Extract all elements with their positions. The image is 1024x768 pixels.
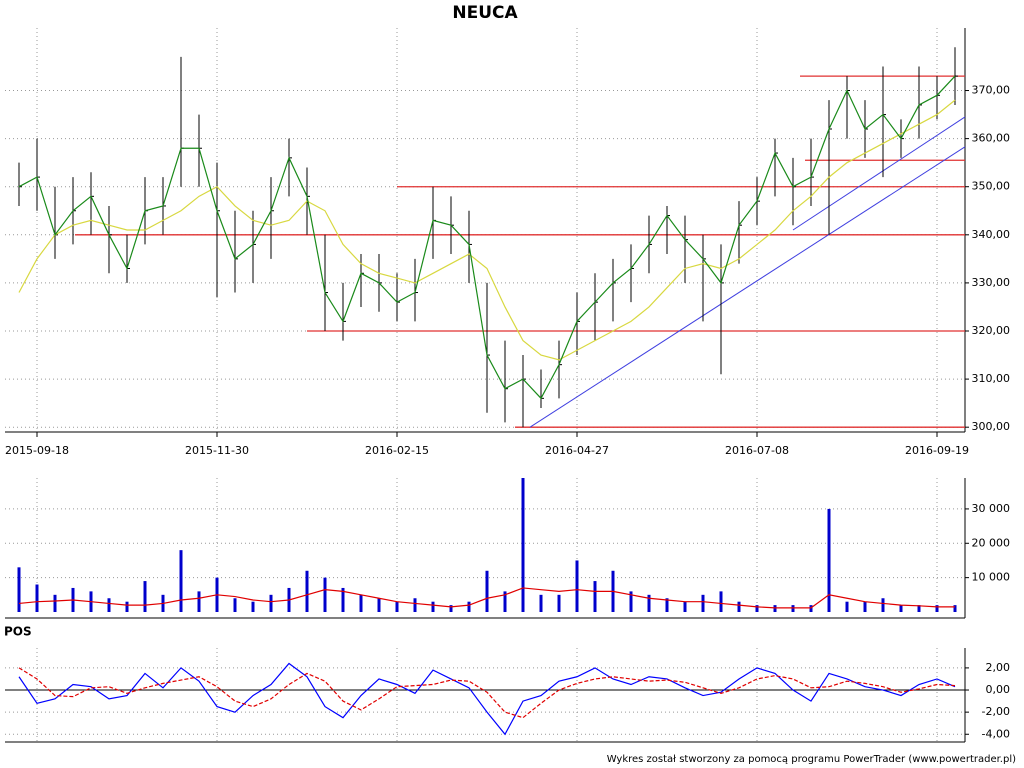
- volume-bar: [341, 587, 345, 612]
- volume-bar: [665, 598, 669, 612]
- y-tick-label: -2,00: [982, 705, 1010, 718]
- volume-bar: [827, 508, 831, 612]
- volume-bar: [395, 601, 399, 612]
- chart-title: NEUCA: [452, 3, 518, 23]
- volume-average: [18, 587, 955, 609]
- volume-bar: [701, 594, 705, 612]
- x-tick-label: 2016-04-27: [545, 444, 609, 457]
- volume-bar: [107, 598, 111, 612]
- x-tick-label: 2016-07-08: [725, 444, 789, 457]
- volume-bar: [935, 605, 939, 612]
- volume-bar: [53, 594, 57, 612]
- volume-bar: [629, 591, 633, 612]
- volume-bar: [773, 605, 777, 612]
- x-tick-label: 2015-09-18: [5, 444, 69, 457]
- volume-bar: [917, 605, 921, 612]
- volume-bar: [755, 605, 759, 612]
- volume-bar: [467, 601, 471, 612]
- volume-bar: [179, 550, 183, 612]
- y-tick-label: 370,00: [972, 84, 1011, 97]
- y-tick-label: -4,00: [982, 727, 1010, 740]
- y-tick-label: 320,00: [972, 324, 1011, 337]
- volume-bar: [17, 567, 21, 612]
- volume-bar: [791, 605, 795, 612]
- y-tick-label: 10 000: [972, 571, 1011, 584]
- y-tick-label: 300,00: [972, 420, 1011, 433]
- y-tick-label: 310,00: [972, 372, 1011, 385]
- oscillator-line: [18, 662, 956, 736]
- volume-bar: [557, 594, 561, 612]
- y-tick-label: 2,00: [986, 661, 1011, 674]
- volume-bar: [143, 581, 147, 612]
- volume-bar: [197, 591, 201, 612]
- volume-bar: [593, 581, 597, 612]
- volume-bar: [233, 598, 237, 612]
- volume-bar: [125, 601, 129, 612]
- volume-bar: [737, 601, 741, 612]
- volume-bar: [881, 598, 885, 612]
- volume-bar: [269, 594, 273, 612]
- moving-average: [18, 99, 956, 361]
- volume-bar: [539, 594, 543, 612]
- volume-bar: [413, 598, 417, 612]
- volume-bar: [431, 601, 435, 612]
- close-line: [18, 75, 956, 400]
- volume-bar: [485, 570, 489, 612]
- y-tick-label: 30 000: [972, 502, 1011, 515]
- volume-bar: [863, 601, 867, 612]
- x-tick-label: 2015-11-30: [185, 444, 249, 457]
- y-tick-label: 330,00: [972, 276, 1011, 289]
- volume-bar: [845, 601, 849, 612]
- panel-title: POS: [4, 625, 32, 639]
- volume-bar: [359, 594, 363, 612]
- volume-bar: [305, 570, 309, 612]
- trend-line: [529, 146, 966, 428]
- volume-bar: [953, 605, 957, 612]
- y-tick-label: 0,00: [986, 683, 1011, 696]
- y-tick-label: 20 000: [972, 536, 1011, 549]
- y-tick-label: 340,00: [972, 228, 1011, 241]
- volume-bar: [809, 605, 813, 612]
- volume-bar: [521, 478, 525, 612]
- volume-bar: [575, 560, 579, 612]
- volume-bar: [683, 601, 687, 612]
- volume-bar: [503, 591, 507, 612]
- volume-bar: [251, 601, 255, 612]
- volume-bar: [719, 591, 723, 612]
- y-tick-label: 360,00: [972, 132, 1011, 145]
- y-tick-label: 350,00: [972, 180, 1011, 193]
- x-tick-label: 2016-09-19: [905, 444, 969, 457]
- trend-line: [792, 116, 966, 231]
- volume-bar: [449, 605, 453, 612]
- volume-bar: [647, 594, 651, 612]
- volume-bar: [899, 605, 903, 612]
- volume-bar: [35, 584, 39, 612]
- oscillator-line: [18, 667, 956, 719]
- volume-bar: [377, 598, 381, 612]
- volume-bar: [323, 577, 327, 612]
- x-tick-label: 2016-02-15: [365, 444, 429, 457]
- footer: Wykres został stworzony za pomocą progra…: [607, 754, 1016, 765]
